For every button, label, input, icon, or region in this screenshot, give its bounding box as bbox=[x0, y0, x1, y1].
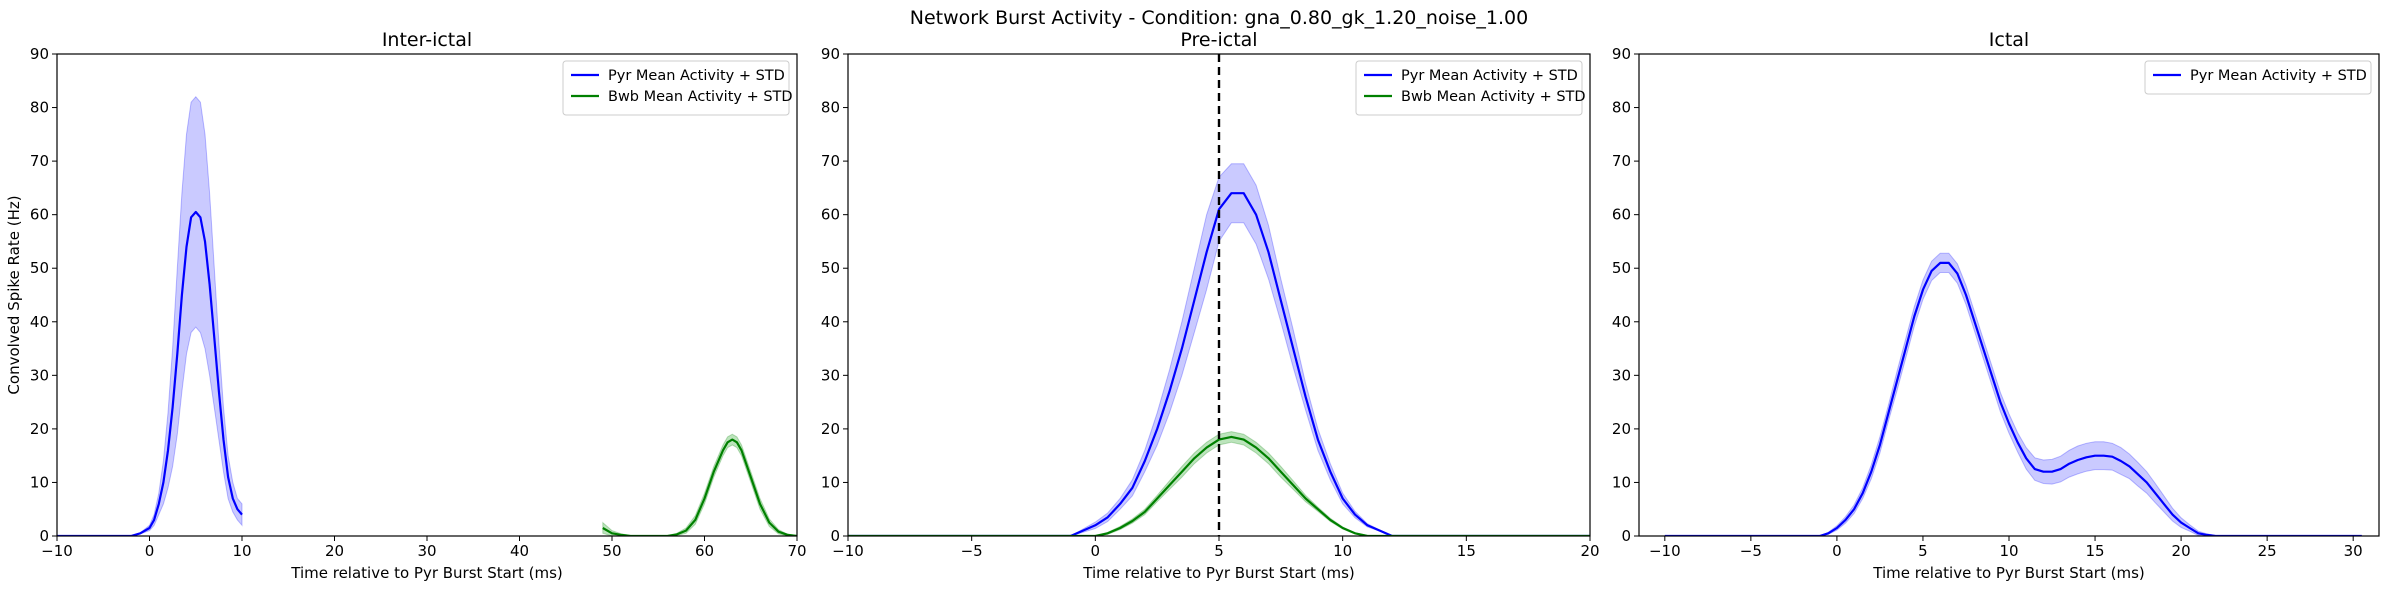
y-tick-label: 30 bbox=[30, 366, 49, 384]
panel-title: Ictal bbox=[1989, 29, 2029, 51]
y-tick-label: 60 bbox=[821, 206, 840, 224]
legend: Pyr Mean Activity + STD bbox=[2144, 60, 2372, 95]
y-tick-label: 40 bbox=[30, 313, 49, 331]
x-tick-label: 15 bbox=[2085, 542, 2104, 560]
y-tick-label: 10 bbox=[821, 473, 840, 491]
x-axis-label: Time relative to Pyr Burst Start (ms) bbox=[290, 564, 562, 582]
x-tick-label: 50 bbox=[602, 542, 621, 560]
y-tick-label: 80 bbox=[821, 99, 840, 117]
legend-label-bwb: Bwb Mean Activity + STD bbox=[608, 89, 793, 105]
mean-line-bwb bbox=[848, 435, 1590, 536]
y-tick-label: 90 bbox=[821, 45, 840, 63]
x-tick-label: 5 bbox=[1918, 542, 1928, 560]
chart-panel-3: −10 −5 0 5 10 15 20 25 30 0 10 20 30 40 50 60 70 80 90 Icta… bbox=[1612, 29, 2380, 582]
legend-box bbox=[1355, 60, 1583, 116]
x-tick-label: 0 bbox=[1832, 542, 1842, 560]
x-tick-label: 60 bbox=[695, 542, 714, 560]
std-band-pyr bbox=[1664, 252, 2362, 536]
x-tick-label: 25 bbox=[2258, 542, 2277, 560]
y-tick-label: 90 bbox=[30, 45, 49, 63]
std-band-pyr bbox=[848, 163, 1590, 536]
y-tick-label: 50 bbox=[1612, 259, 1631, 277]
legend: Pyr Mean Activity + STD Bwb Mean Activity… bbox=[562, 60, 793, 116]
x-tick-label: 10 bbox=[1333, 542, 1352, 560]
y-tick-label: 50 bbox=[821, 259, 840, 277]
x-tick-label: 40 bbox=[510, 542, 529, 560]
y-tick-label: 70 bbox=[1612, 152, 1631, 170]
figure-suptitle: Network Burst Activity - Condition: gna_… bbox=[910, 7, 1529, 29]
legend-box bbox=[2144, 60, 2372, 95]
y-tick-label: 0 bbox=[1621, 527, 1631, 545]
x-tick-label: 0 bbox=[145, 542, 155, 560]
x-tick-label: −5 bbox=[961, 542, 983, 560]
x-tick-label: 5 bbox=[1214, 542, 1224, 560]
x-tick-label: −10 bbox=[41, 542, 73, 560]
x-tick-label: −10 bbox=[1649, 542, 1681, 560]
x-tick-label: −10 bbox=[832, 542, 864, 560]
legend: Pyr Mean Activity + STD Bwb Mean Activity… bbox=[1355, 60, 1586, 116]
legend-box bbox=[562, 60, 790, 116]
plot-area bbox=[848, 54, 1590, 536]
y-tick-label: 60 bbox=[1612, 206, 1631, 224]
std-band-pyr bbox=[57, 96, 243, 536]
y-tick-label: 30 bbox=[821, 366, 840, 384]
x-tick-label: 20 bbox=[1580, 542, 1599, 560]
plot-area bbox=[1664, 252, 2362, 536]
y-tick-label: 40 bbox=[1612, 313, 1631, 331]
panel-title: Inter-ictal bbox=[382, 29, 472, 51]
y-tick-label: 20 bbox=[30, 420, 49, 438]
mean-line-bwb bbox=[602, 438, 797, 536]
std-band-bwb bbox=[848, 431, 1590, 536]
x-tick-label: 10 bbox=[1999, 542, 2018, 560]
plot-area bbox=[57, 96, 797, 536]
x-tick-label: 20 bbox=[325, 542, 344, 560]
mean-line-pyr bbox=[1664, 261, 2362, 536]
x-tick-label: −5 bbox=[1740, 542, 1762, 560]
legend-label-pyr: Pyr Mean Activity + STD bbox=[1401, 68, 1578, 84]
std-band-bwb bbox=[602, 433, 797, 536]
x-axis-label: Time relative to Pyr Burst Start (ms) bbox=[1872, 564, 2144, 582]
x-tick-label: 0 bbox=[1091, 542, 1101, 560]
chart-panel-1: −10 0 10 20 30 40 50 60 700102030405060708090Int… bbox=[5, 29, 807, 582]
x-tick-label: 20 bbox=[2172, 542, 2191, 560]
y-tick-label: 10 bbox=[1612, 473, 1631, 491]
x-tick-label: 15 bbox=[1457, 542, 1476, 560]
chart-panels: −10 0 10 20 30 40 50 60 700102030405060708090Int… bbox=[5, 29, 2380, 582]
y-tick-label: 20 bbox=[821, 420, 840, 438]
y-tick-label: 90 bbox=[1612, 45, 1631, 63]
legend-label-bwb: Bwb Mean Activity + STD bbox=[1401, 89, 1586, 105]
y-tick-label: 70 bbox=[821, 152, 840, 170]
y-tick-label: 60 bbox=[30, 206, 49, 224]
y-tick-label: 50 bbox=[30, 259, 49, 277]
mean-line-pyr bbox=[57, 210, 243, 536]
y-tick-label: 40 bbox=[821, 313, 840, 331]
legend-label-pyr: Pyr Mean Activity + STD bbox=[2190, 68, 2367, 84]
x-axis-label: Time relative to Pyr Burst Start (ms) bbox=[1082, 564, 1354, 582]
y-tick-label: 80 bbox=[1612, 99, 1631, 117]
y-tick-label: 80 bbox=[30, 99, 49, 117]
x-tick-label: 70 bbox=[787, 542, 806, 560]
chart-panel-2: −10 −5 0 5 10 15 20 0 10 20 30 40 50 60 70 80 90 Pre-icta… bbox=[821, 29, 1600, 582]
axes-frame bbox=[1638, 53, 2380, 537]
y-tick-label: 10 bbox=[30, 473, 49, 491]
y-axis-label: Convolved Spike Rate (Hz) bbox=[5, 195, 23, 394]
x-tick-label: 30 bbox=[417, 542, 436, 560]
y-tick-label: 0 bbox=[830, 527, 840, 545]
mean-line-pyr bbox=[848, 192, 1590, 536]
legend-label-pyr: Pyr Mean Activity + STD bbox=[608, 68, 785, 84]
y-tick-label: 0 bbox=[39, 527, 49, 545]
x-tick-label: 10 bbox=[232, 542, 251, 560]
panel-title: Pre-ictal bbox=[1180, 29, 1257, 51]
x-tick-label: 30 bbox=[2344, 542, 2363, 560]
y-tick-label: 70 bbox=[30, 152, 49, 170]
y-tick-label: 30 bbox=[1612, 366, 1631, 384]
y-tick-label: 20 bbox=[1612, 420, 1631, 438]
